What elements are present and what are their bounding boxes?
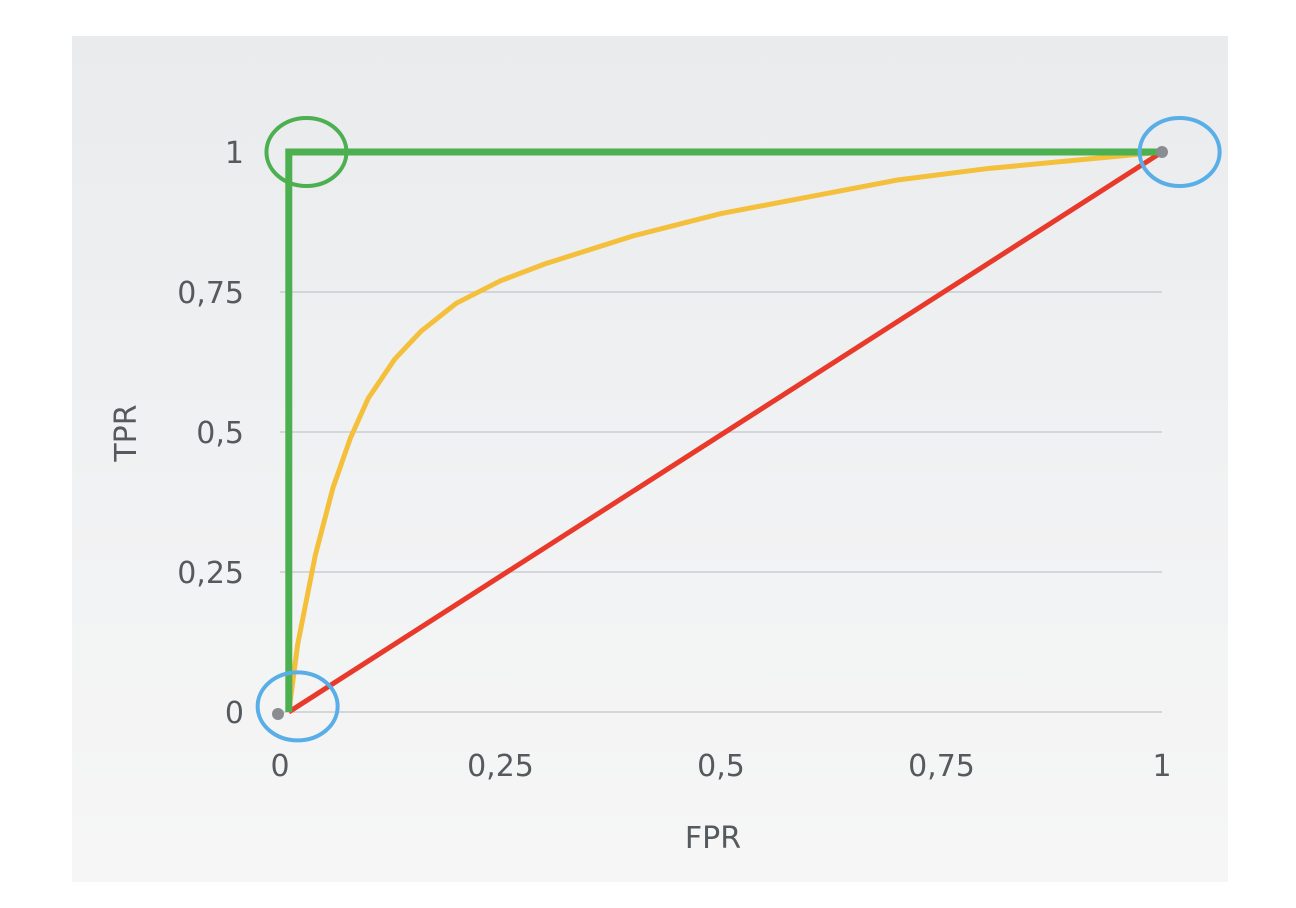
y-tick-label-0: 0	[225, 696, 244, 731]
endpoint-layer	[272, 146, 1168, 720]
y-axis-title: TPR	[109, 404, 144, 462]
series-line-2	[287, 149, 1164, 715]
series-line-1	[286, 149, 1163, 713]
endpoint-0	[272, 708, 284, 720]
y-tick-label-4: 1	[225, 136, 244, 171]
y-tick-label-3: 0,75	[177, 276, 244, 311]
highlight-circle-0	[264, 116, 349, 188]
endpoint-1	[1156, 146, 1168, 158]
x-axis-title: FPR	[685, 821, 741, 856]
highlight-circle-layer	[255, 116, 1222, 743]
y-tick-label-2: 0,5	[196, 416, 244, 451]
highlight-circle-1	[1137, 116, 1222, 188]
x-tick-labels: 0 0,25 0,5 0,75 1	[270, 749, 1171, 784]
x-tick-label-4: 1	[1152, 749, 1171, 784]
x-tick-label-3: 0,75	[908, 749, 975, 784]
series-layer	[285, 148, 1164, 715]
highlight-circle-2	[255, 670, 340, 743]
grid-layer	[280, 291, 1162, 713]
roc-chart: 0 0,25 0,5 0,75 1 0 0,25 0,5 0,75 1 FPR TPR	[109, 116, 1222, 856]
series-line-0	[285, 148, 1162, 712]
y-tick-label-1: 0,25	[177, 556, 244, 591]
x-tick-label-0: 0	[270, 749, 289, 784]
x-tick-label-1: 0,25	[467, 749, 534, 784]
x-tick-label-2: 0,5	[697, 749, 745, 784]
chart-panel: 0 0,25 0,5 0,75 1 0 0,25 0,5 0,75 1 FPR TPR	[72, 36, 1228, 882]
y-tick-labels: 0 0,25 0,5 0,75 1	[177, 136, 244, 731]
